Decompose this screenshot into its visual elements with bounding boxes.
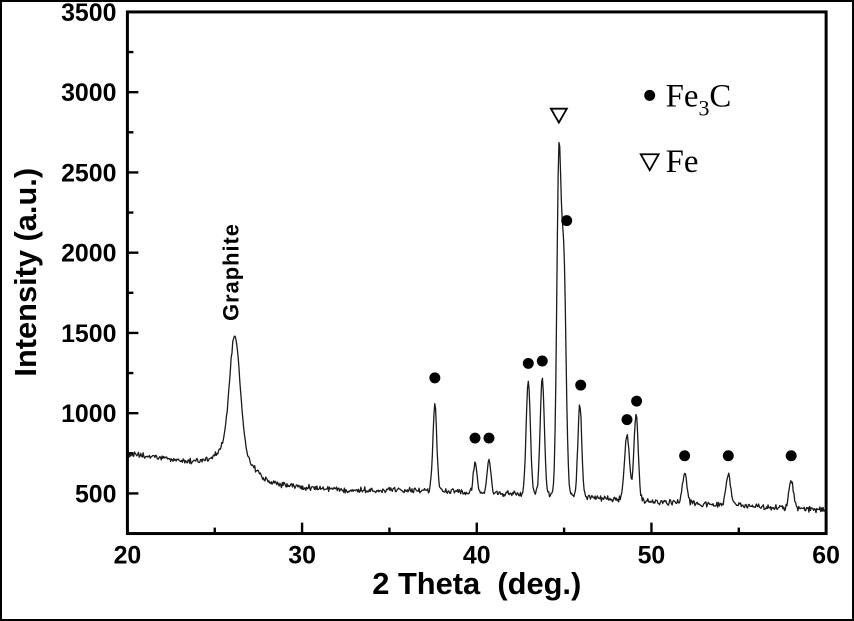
chart-dynamic-layer: 20 30 40 50 60 500 1000 1500 2000 2500 3000 3500 Gra… [61, 2, 840, 569]
graphite-annotation: Graphite [218, 223, 243, 321]
x-tick-label: 60 [812, 541, 840, 569]
x-tick-label: 50 [638, 541, 666, 569]
fe3c-marker [469, 432, 481, 444]
fe3c-marker [575, 379, 587, 391]
fe3c-marker [785, 450, 797, 462]
legend-label-fe: Fe [666, 144, 699, 180]
y-tick-label: 3500 [61, 2, 116, 27]
x-tick-label: 40 [463, 541, 491, 569]
legend-symbol-fe3c-icon [644, 89, 656, 101]
y-tick-label: 3000 [61, 79, 116, 107]
y-tick-label: 1000 [61, 400, 116, 428]
fe3c-marker [483, 432, 495, 444]
fe3c-marker [429, 372, 441, 384]
y-tick-label: 2000 [61, 240, 116, 268]
fe3c-marker [679, 450, 691, 462]
y-axis-title: Intensity (a.u.) [8, 168, 43, 377]
legend-symbol-fe-icon [639, 153, 661, 172]
fe3c-marker [561, 215, 573, 227]
fe3c-marker [722, 450, 734, 462]
y-tick-label: 500 [75, 480, 117, 508]
fe-marker [549, 107, 569, 125]
x-tick-label: 20 [114, 541, 142, 569]
xrd-trace [126, 141, 827, 514]
y-tick-label: 1500 [61, 320, 116, 348]
fe3c-marker [621, 414, 633, 426]
legend-label-fe3c: Fe3C [666, 78, 732, 120]
x-axis-title: 2 Theta (deg.) [372, 566, 581, 601]
fe3c-marker [631, 395, 643, 407]
fe3c-marker [536, 355, 548, 367]
fe3c-marker [522, 357, 534, 369]
y-tick-label: 2500 [61, 159, 116, 187]
x-tick-label: 30 [288, 541, 316, 569]
